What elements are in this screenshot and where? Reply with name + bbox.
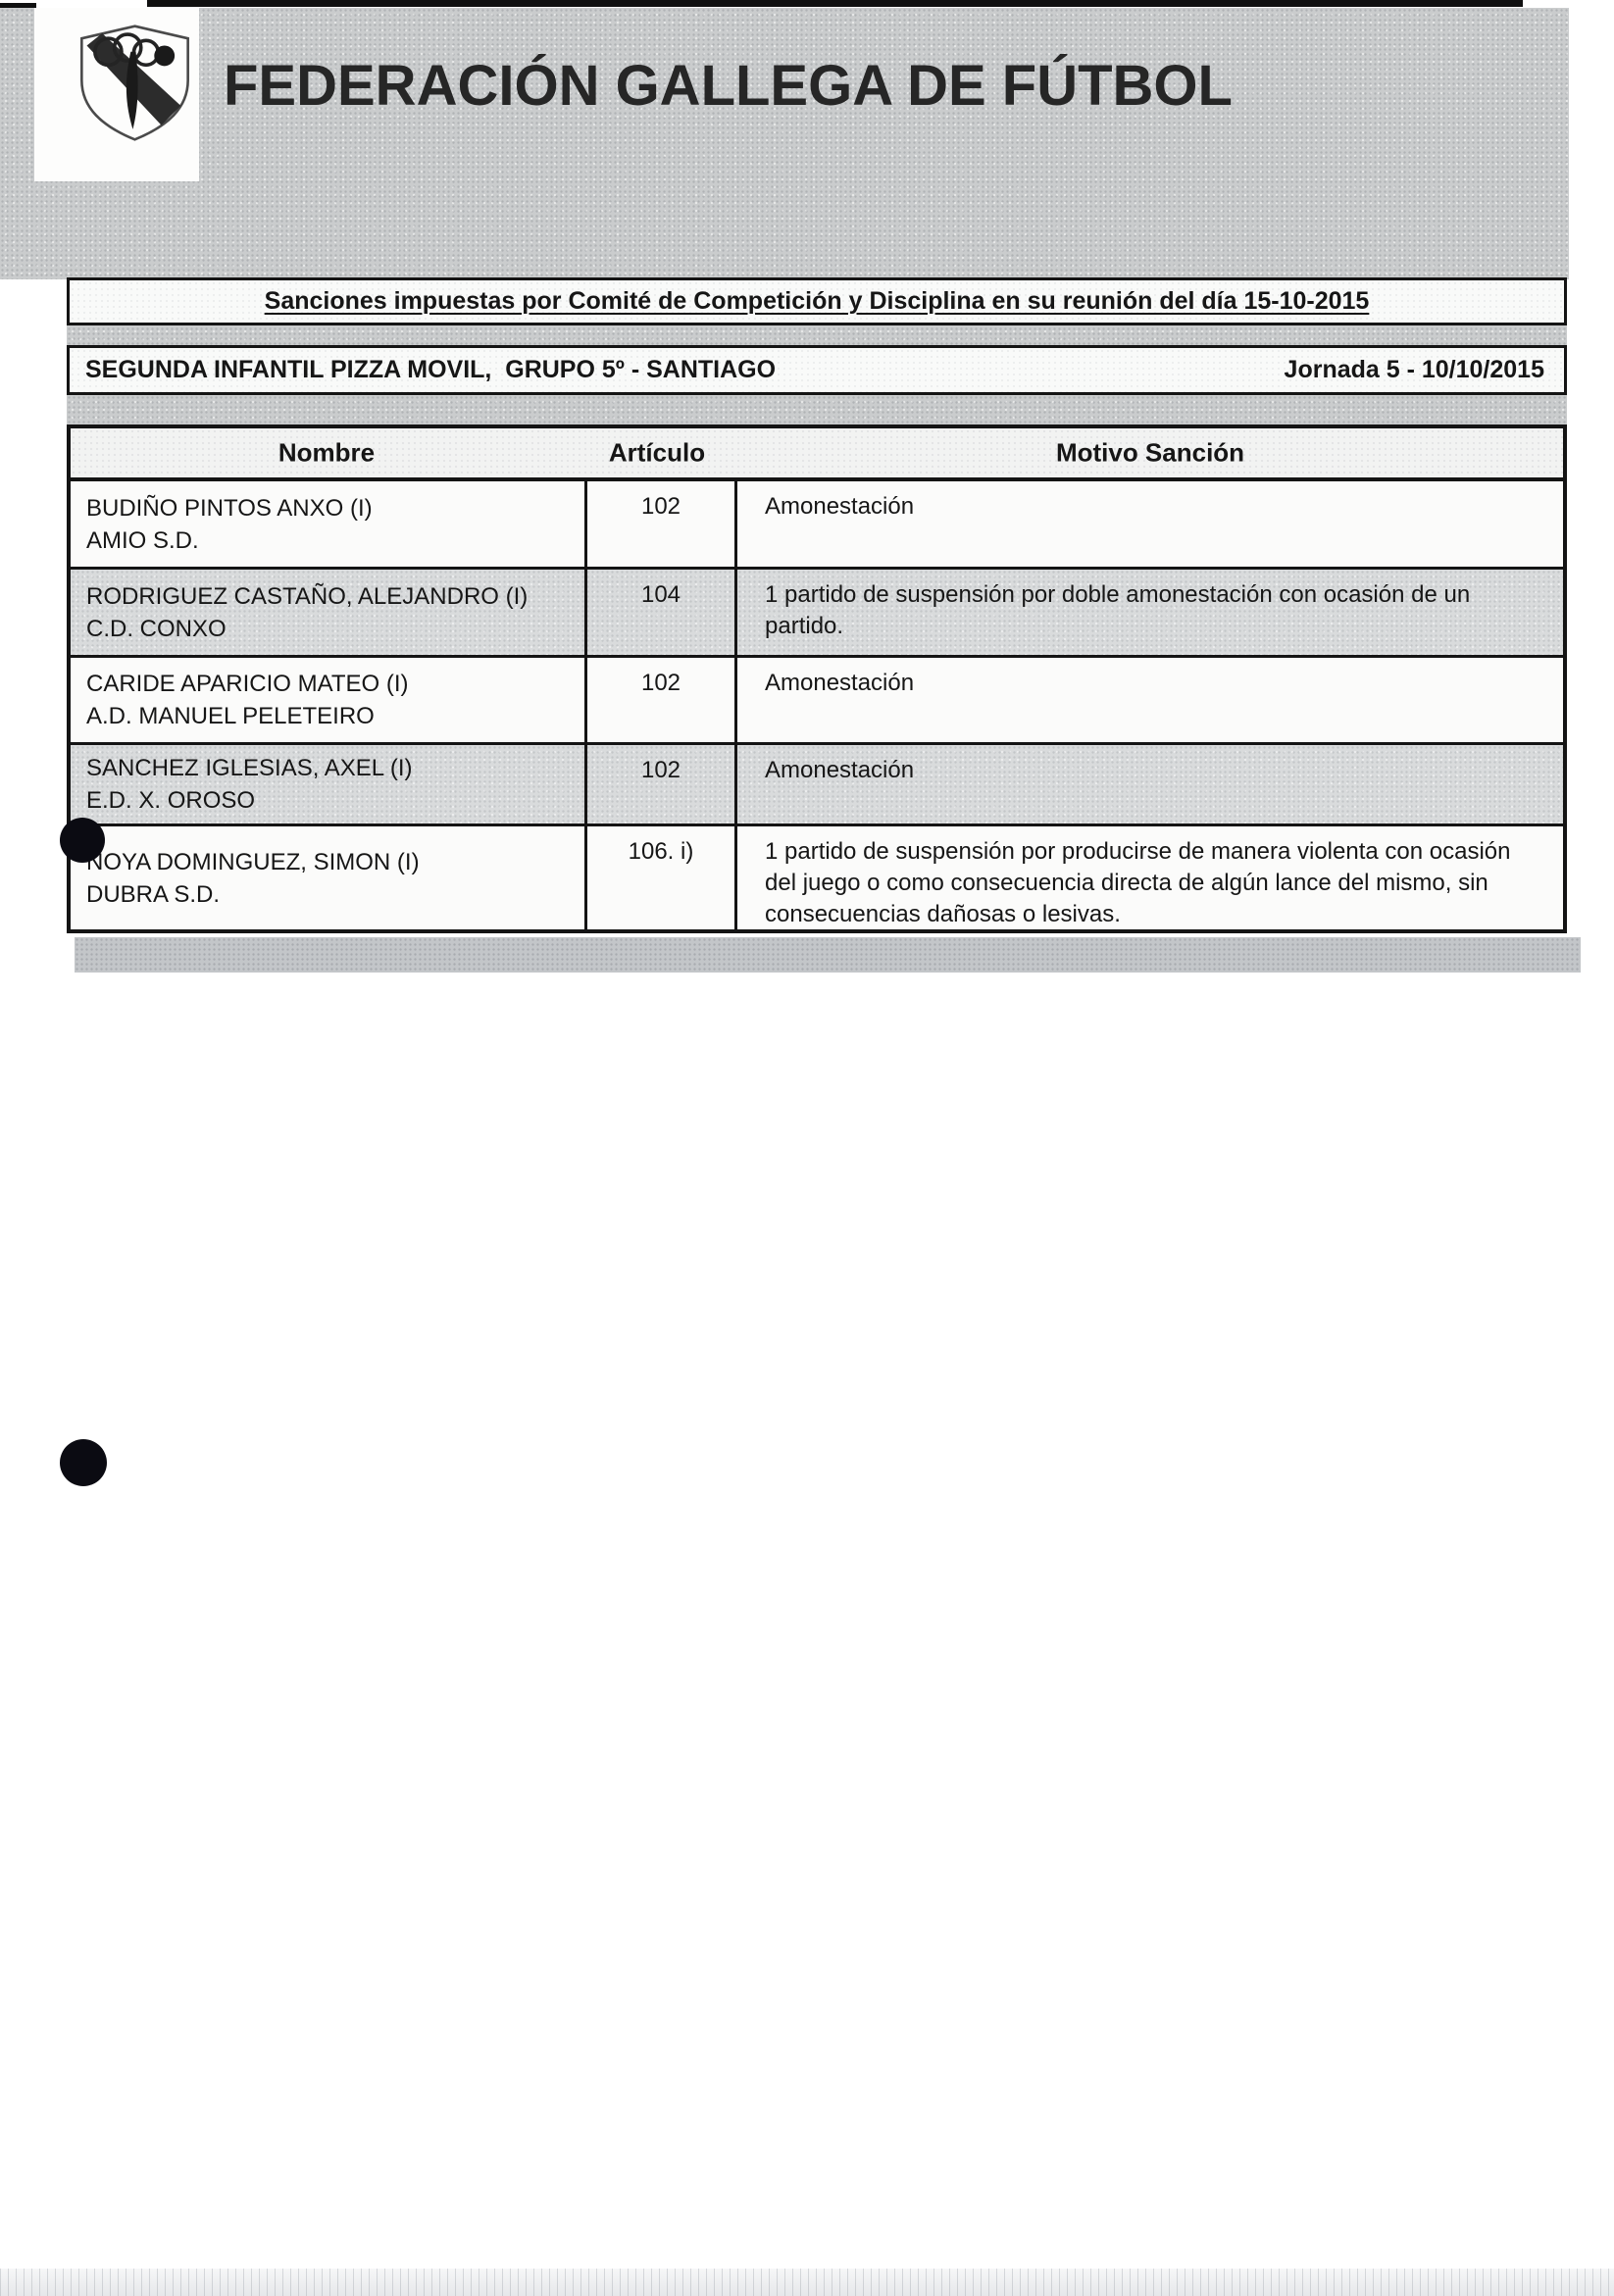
- player-name: CARIDE APARICIO MATEO (I): [86, 671, 409, 697]
- table-row: RODRIGUEZ CASTAÑO, ALEJANDRO (I) C.D. CO…: [71, 567, 1563, 655]
- organization-title: FEDERACIÓN GALLEGA DE FÚTBOL: [224, 54, 1233, 118]
- scan-edge-mark: [0, 3, 36, 11]
- hole-punch-mark: [60, 1439, 107, 1486]
- sanction-reason: Amonestación: [765, 493, 915, 520]
- name-cell: CARIDE APARICIO MATEO (I) A.D. MANUEL PE…: [71, 658, 584, 742]
- table-row: SANCHEZ IGLESIAS, AXEL (I) E.D. X. OROSO…: [71, 742, 1563, 824]
- table-shadow: [75, 937, 1581, 973]
- player-name: SANCHEZ IGLESIAS, AXEL (I): [86, 755, 413, 781]
- club-name: E.D. X. OROSO: [86, 787, 256, 814]
- player-name: RODRIGUEZ CASTAÑO, ALEJANDRO (I): [86, 582, 529, 610]
- table-row: CARIDE APARICIO MATEO (I) A.D. MANUEL PE…: [71, 655, 1563, 742]
- sanction-reason: Amonestación: [765, 757, 915, 783]
- competition-group-label: SEGUNDA INFANTIL PIZZA MOVIL, GRUPO 5º -…: [85, 356, 777, 383]
- sanction-reason: 1 partido de suspensión por producirse d…: [765, 838, 1511, 927]
- article-number: 106. i): [584, 826, 737, 929]
- document-header: FEDERACIÓN GALLEGA DE FÚTBOL: [0, 8, 1569, 279]
- table-row: BUDIÑO PINTOS ANXO (I) AMIO S.D. 102 Amo…: [71, 481, 1563, 567]
- competition-bar: SEGUNDA INFANTIL PIZZA MOVIL, GRUPO 5º -…: [67, 345, 1567, 395]
- name-cell: SANCHEZ IGLESIAS, AXEL (I) E.D. X. OROSO: [71, 745, 584, 824]
- fgf-crest-icon: [80, 25, 189, 141]
- club-name: A.D. MANUEL PELETEIRO: [86, 703, 375, 729]
- player-name: BUDIÑO PINTOS ANXO (I): [86, 494, 373, 522]
- table-row: NOYA DOMINGUEZ, SIMON (I) DUBRA S.D. 106…: [71, 824, 1563, 929]
- scan-edge-line: [147, 0, 1523, 7]
- hole-punch-mark: [60, 818, 105, 863]
- name-cell: RODRIGUEZ CASTAÑO, ALEJANDRO (I) C.D. CO…: [71, 570, 584, 655]
- article-number: 102: [584, 658, 737, 742]
- sanction-reason: 1 partido de suspensión por doble amones…: [765, 581, 1471, 639]
- name-cell: NOYA DOMINGUEZ, SIMON (I) DUBRA S.D.: [71, 826, 584, 929]
- player-name: NOYA DOMINGUEZ, SIMON (I): [86, 848, 420, 875]
- sanctions-title-bar: Sanciones impuestas por Comité de Compet…: [67, 277, 1567, 325]
- matchday-label: Jornada 5 - 10/10/2015: [1284, 356, 1544, 383]
- name-cell: BUDIÑO PINTOS ANXO (I) AMIO S.D.: [71, 481, 584, 567]
- sanctions-title-text: Sanciones impuestas por Comité de Compet…: [264, 287, 1370, 315]
- column-header-nombre: Nombre: [277, 437, 376, 468]
- column-header-articulo: Artículo: [608, 437, 706, 468]
- club-name: DUBRA S.D.: [86, 880, 221, 908]
- column-header-motivo: Motivo Sanción: [1055, 437, 1245, 468]
- scan-artifact-band: [0, 2269, 1614, 2296]
- table-header-row: Nombre Artículo Motivo Sanción: [71, 428, 1563, 481]
- article-number: 102: [584, 481, 737, 567]
- article-number: 104: [584, 570, 737, 655]
- club-name: C.D. CONXO: [86, 615, 227, 642]
- federation-logo-box: [34, 8, 199, 181]
- sanction-reason: Amonestación: [765, 670, 915, 696]
- club-name: AMIO S.D.: [86, 526, 199, 554]
- table-body: BUDIÑO PINTOS ANXO (I) AMIO S.D. 102 Amo…: [71, 481, 1563, 929]
- sanctions-table: Nombre Artículo Motivo Sanción BUDIÑO PI…: [67, 424, 1567, 933]
- article-number: 102: [584, 745, 737, 824]
